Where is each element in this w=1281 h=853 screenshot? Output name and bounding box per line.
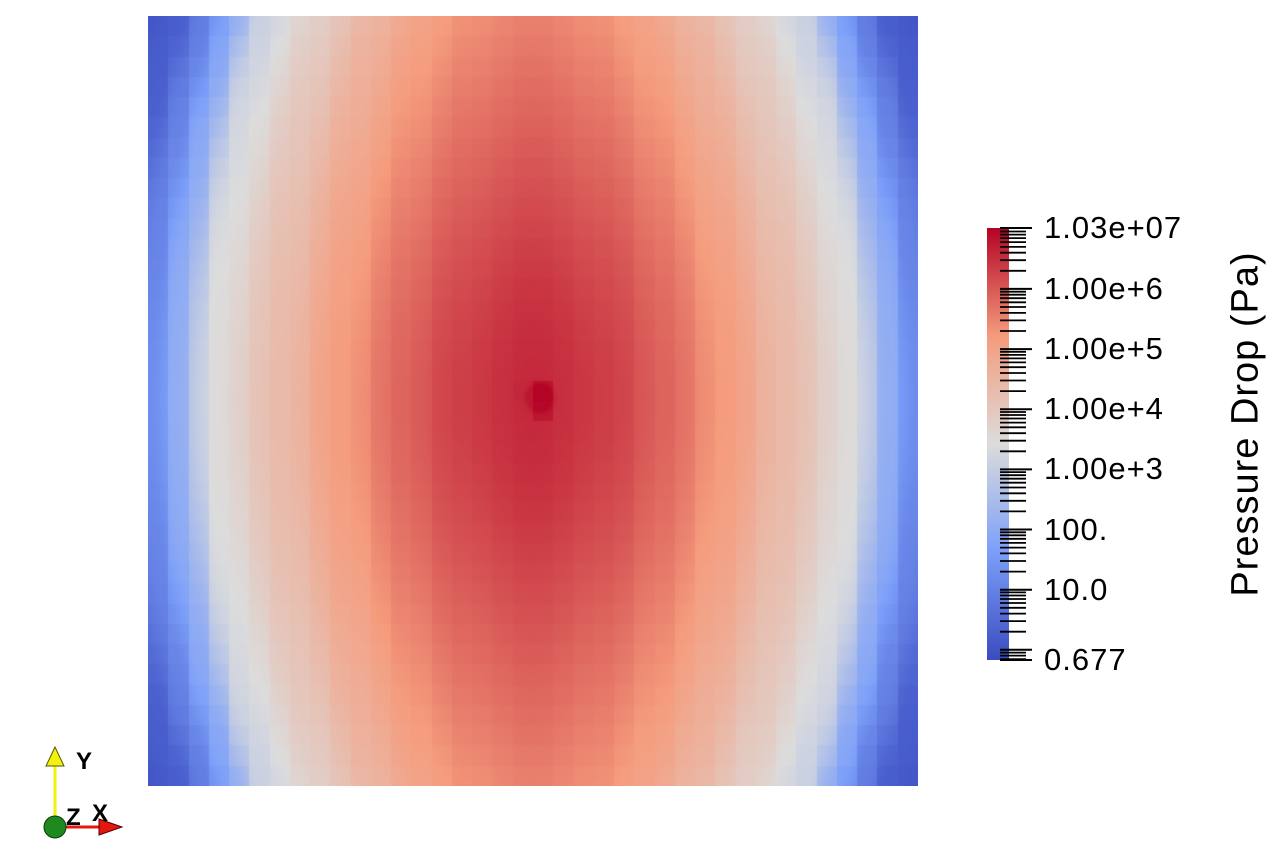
colorbar-tick-label: 1.03e+07	[1044, 210, 1183, 245]
colorbar-ticks	[1000, 227, 1032, 661]
colorbar-tick-label: 100.	[1044, 511, 1109, 547]
pressure-field-heatmap	[148, 16, 918, 786]
y-axis-label: Y	[76, 748, 92, 775]
colorbar-tick-lines	[1000, 227, 1032, 661]
colorbar-gradient	[987, 228, 1009, 660]
y-axis-arrow-cone	[45, 745, 65, 767]
x-axis-label: X	[92, 800, 108, 827]
colorbar: 1.03e+07 1.00e+6 1.00e+5 1.00e+4 1.00e+3 100.…	[987, 211, 1281, 677]
colorbar-title: Pressure Drop (Pa)	[1224, 251, 1267, 597]
colorbar-tick-label: 1.00e+3	[1044, 451, 1164, 487]
z-axis-label: Z	[66, 804, 81, 831]
x-axis-arrow-cone	[98, 818, 124, 836]
colorbar-tick-label: 1.00e+6	[1044, 270, 1164, 306]
z-axis-sphere	[43, 815, 67, 839]
orientation-axes-widget: Y X Z	[43, 745, 124, 839]
colorbar-tick-label: 10.0	[1044, 571, 1109, 607]
colorbar-tick-label: 1.00e+5	[1044, 331, 1164, 367]
colorbar-tick-label: 0.677	[1044, 642, 1127, 677]
colorbar-tick-label: 1.00e+4	[1044, 391, 1164, 427]
